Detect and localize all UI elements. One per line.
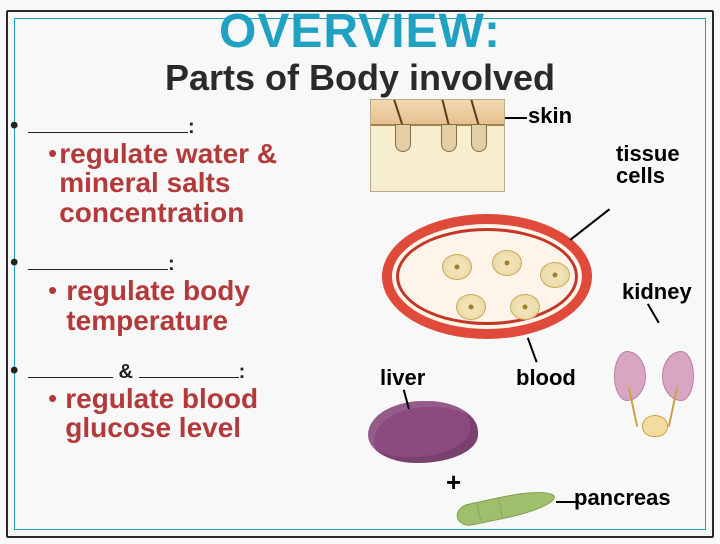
plus-symbol: + <box>446 467 461 498</box>
tissue-leader-line <box>570 208 610 240</box>
diagram-label-pancreas: pancreas <box>574 487 671 509</box>
fill-in-blank-item: •: <box>10 251 360 276</box>
diagram-label-skin: skin <box>528 105 572 127</box>
blank-line <box>139 360 239 378</box>
sub-bullet: •regulate body temperature <box>48 276 360 335</box>
diagram-label-liver: liver <box>380 367 425 389</box>
tissue-cell <box>456 294 486 320</box>
sub-bullet: •regulate water & mineral salts concentr… <box>48 139 360 227</box>
tissue-cell <box>492 250 522 276</box>
pancreas-leader-line <box>556 501 576 503</box>
skin-illustration <box>370 99 505 192</box>
tissue-cell <box>510 294 540 320</box>
diagram-label-blood: blood <box>516 367 576 389</box>
fill-in-blank-item: • & : <box>10 359 360 384</box>
kidney-leader-line <box>647 303 659 323</box>
kidney-illustration <box>610 347 700 447</box>
diagram-label-kidney: kidney <box>622 281 692 303</box>
blood-ring <box>382 214 592 339</box>
fill-in-blank-item: •: <box>10 114 360 139</box>
body-parts-diagram: + skin tissue cells kidney blood liver pancre… <box>360 99 710 539</box>
blank-line <box>28 115 188 133</box>
bullet-list: •:•regulate water & mineral salts concen… <box>10 104 360 457</box>
blank-line <box>28 252 168 270</box>
blank-line <box>28 360 113 378</box>
pancreas-illustration <box>453 478 568 536</box>
diagram-label-tissue: tissue cells <box>616 143 706 187</box>
sub-bullet: •regulate blood glucose level <box>48 384 360 443</box>
liver-illustration <box>368 401 488 473</box>
blood-leader-line <box>527 337 537 362</box>
skin-leader-line <box>505 117 527 119</box>
tissue-cell <box>540 262 570 288</box>
tissue-cell <box>442 254 472 280</box>
